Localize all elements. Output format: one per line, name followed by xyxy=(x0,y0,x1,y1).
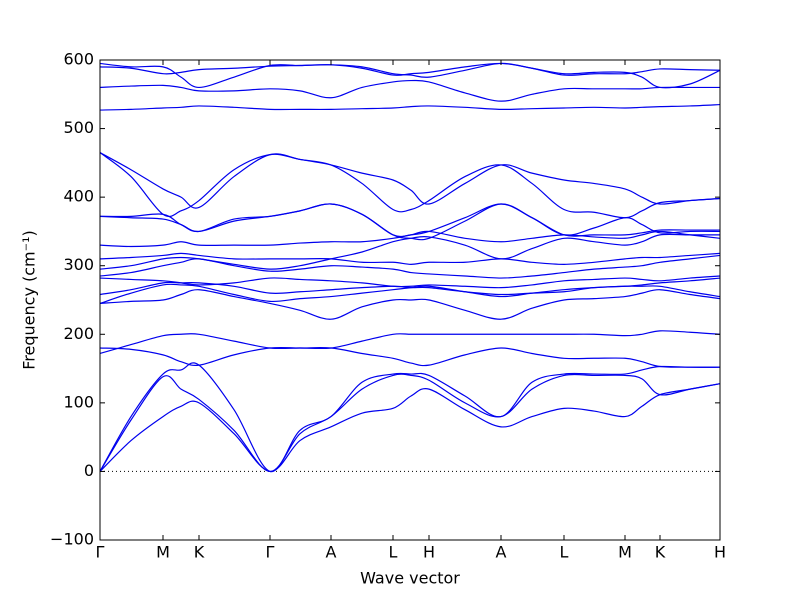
band-line xyxy=(99,383,721,473)
x-tick-label: H xyxy=(714,543,726,562)
band-line xyxy=(99,152,721,219)
x-tick-label: A xyxy=(496,543,507,562)
x-tick-label: K xyxy=(655,543,666,562)
band-line xyxy=(99,330,721,355)
x-tick-label: L xyxy=(389,543,398,562)
band-line xyxy=(99,203,720,238)
x-axis-label: Wave vector xyxy=(360,569,460,588)
band-line xyxy=(99,79,720,102)
x-tick-label: M xyxy=(618,543,632,562)
y-tick-label: 600 xyxy=(63,50,94,69)
x-tick-label: Γ xyxy=(96,543,105,562)
y-axis-label: Frequency (cm⁻¹) xyxy=(20,230,39,369)
y-tick-label: 300 xyxy=(63,255,94,274)
y-tick-label: 200 xyxy=(63,324,94,343)
x-tick-label: A xyxy=(326,543,337,562)
band-line xyxy=(99,277,721,296)
x-tick-label: H xyxy=(423,543,435,562)
band-line xyxy=(99,252,721,265)
y-tick-label: 100 xyxy=(63,392,94,411)
band-line xyxy=(99,289,721,320)
band-line xyxy=(99,62,721,89)
band-line xyxy=(99,254,721,279)
y-tick-label: 400 xyxy=(63,187,94,206)
band-line xyxy=(99,362,721,473)
x-tick-label: K xyxy=(194,543,205,562)
y-tick-label: −100 xyxy=(50,530,94,549)
x-tick-label: Γ xyxy=(266,543,275,562)
band-line xyxy=(99,346,721,368)
band-line xyxy=(99,275,721,289)
y-tick-label: 500 xyxy=(63,118,94,137)
x-tick-label: L xyxy=(560,543,569,562)
y-tick-label: 0 xyxy=(84,461,94,480)
band-line xyxy=(99,103,721,111)
band-line xyxy=(99,373,721,473)
x-tick-label: M xyxy=(156,543,170,562)
plot-frame xyxy=(99,59,721,541)
band-line xyxy=(99,152,721,209)
